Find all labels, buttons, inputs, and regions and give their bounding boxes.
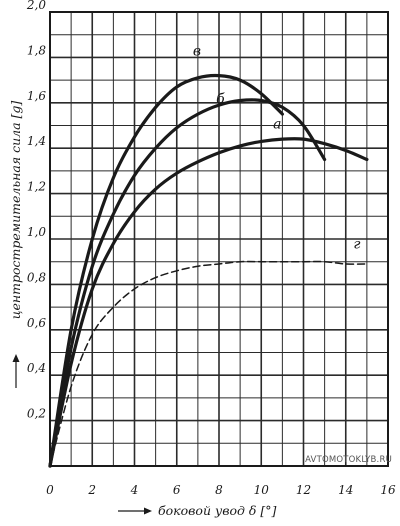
series-line-a bbox=[48, 137, 369, 468]
y-tick-label: 1,2 bbox=[27, 180, 46, 194]
y-tick-label: 1,4 bbox=[27, 134, 46, 148]
x-tick-label: 4 bbox=[130, 483, 139, 497]
x-tick-label: 12 bbox=[296, 483, 311, 497]
y-axis-title-group: центростремительная сила [g] bbox=[8, 101, 23, 388]
series-label-b: б bbox=[216, 91, 225, 107]
grid bbox=[49, 11, 389, 467]
y-axis-arrowhead bbox=[12, 354, 20, 362]
x-tick-label: 8 bbox=[215, 483, 223, 497]
y-tick-label: 0,6 bbox=[27, 316, 46, 330]
x-axis-arrowhead bbox=[144, 507, 152, 515]
plot-frame bbox=[49, 11, 389, 467]
series-label-v: в bbox=[193, 44, 201, 60]
series-label-a: а bbox=[273, 116, 281, 132]
y-tick-label: 1,6 bbox=[27, 89, 46, 103]
y-tick-label: 0,8 bbox=[27, 270, 46, 284]
series-line-v bbox=[48, 73, 284, 468]
y-tick-label: 1,0 bbox=[27, 225, 46, 239]
series-line-b bbox=[48, 98, 327, 468]
y-tick-label: 1,8 bbox=[27, 43, 46, 57]
x-tick-label: 14 bbox=[338, 483, 353, 497]
x-tick-label: 2 bbox=[87, 483, 96, 497]
x-tick-label: 16 bbox=[380, 483, 396, 497]
series-line-g bbox=[49, 260, 368, 467]
curve-labels: в б а г bbox=[193, 44, 361, 253]
watermark: AVTOMOTOKLYB.RU bbox=[305, 455, 392, 465]
y-tick-label: 0,4 bbox=[27, 361, 46, 375]
x-tick-label: 6 bbox=[173, 483, 181, 497]
y-axis-title: центростремительная сила [g] bbox=[8, 101, 23, 320]
x-axis-title-group: боковой увод δ [°] bbox=[118, 503, 277, 518]
y-tick-label: 2,0 bbox=[26, 0, 46, 12]
x-tick-label: 10 bbox=[254, 483, 270, 497]
x-tick-label: 0 bbox=[46, 483, 54, 497]
tick-labels: 0 2 4 6 8 10 12 14 16 0,2 0,4 0,6 0,8 1,0 1,2 1,4 1,6 1,8… bbox=[26, 0, 396, 497]
series-label-g: г bbox=[353, 237, 360, 253]
x-axis-title: боковой увод δ [°] bbox=[158, 503, 277, 518]
y-tick-label: 0,2 bbox=[27, 407, 46, 421]
series-group bbox=[48, 73, 369, 468]
